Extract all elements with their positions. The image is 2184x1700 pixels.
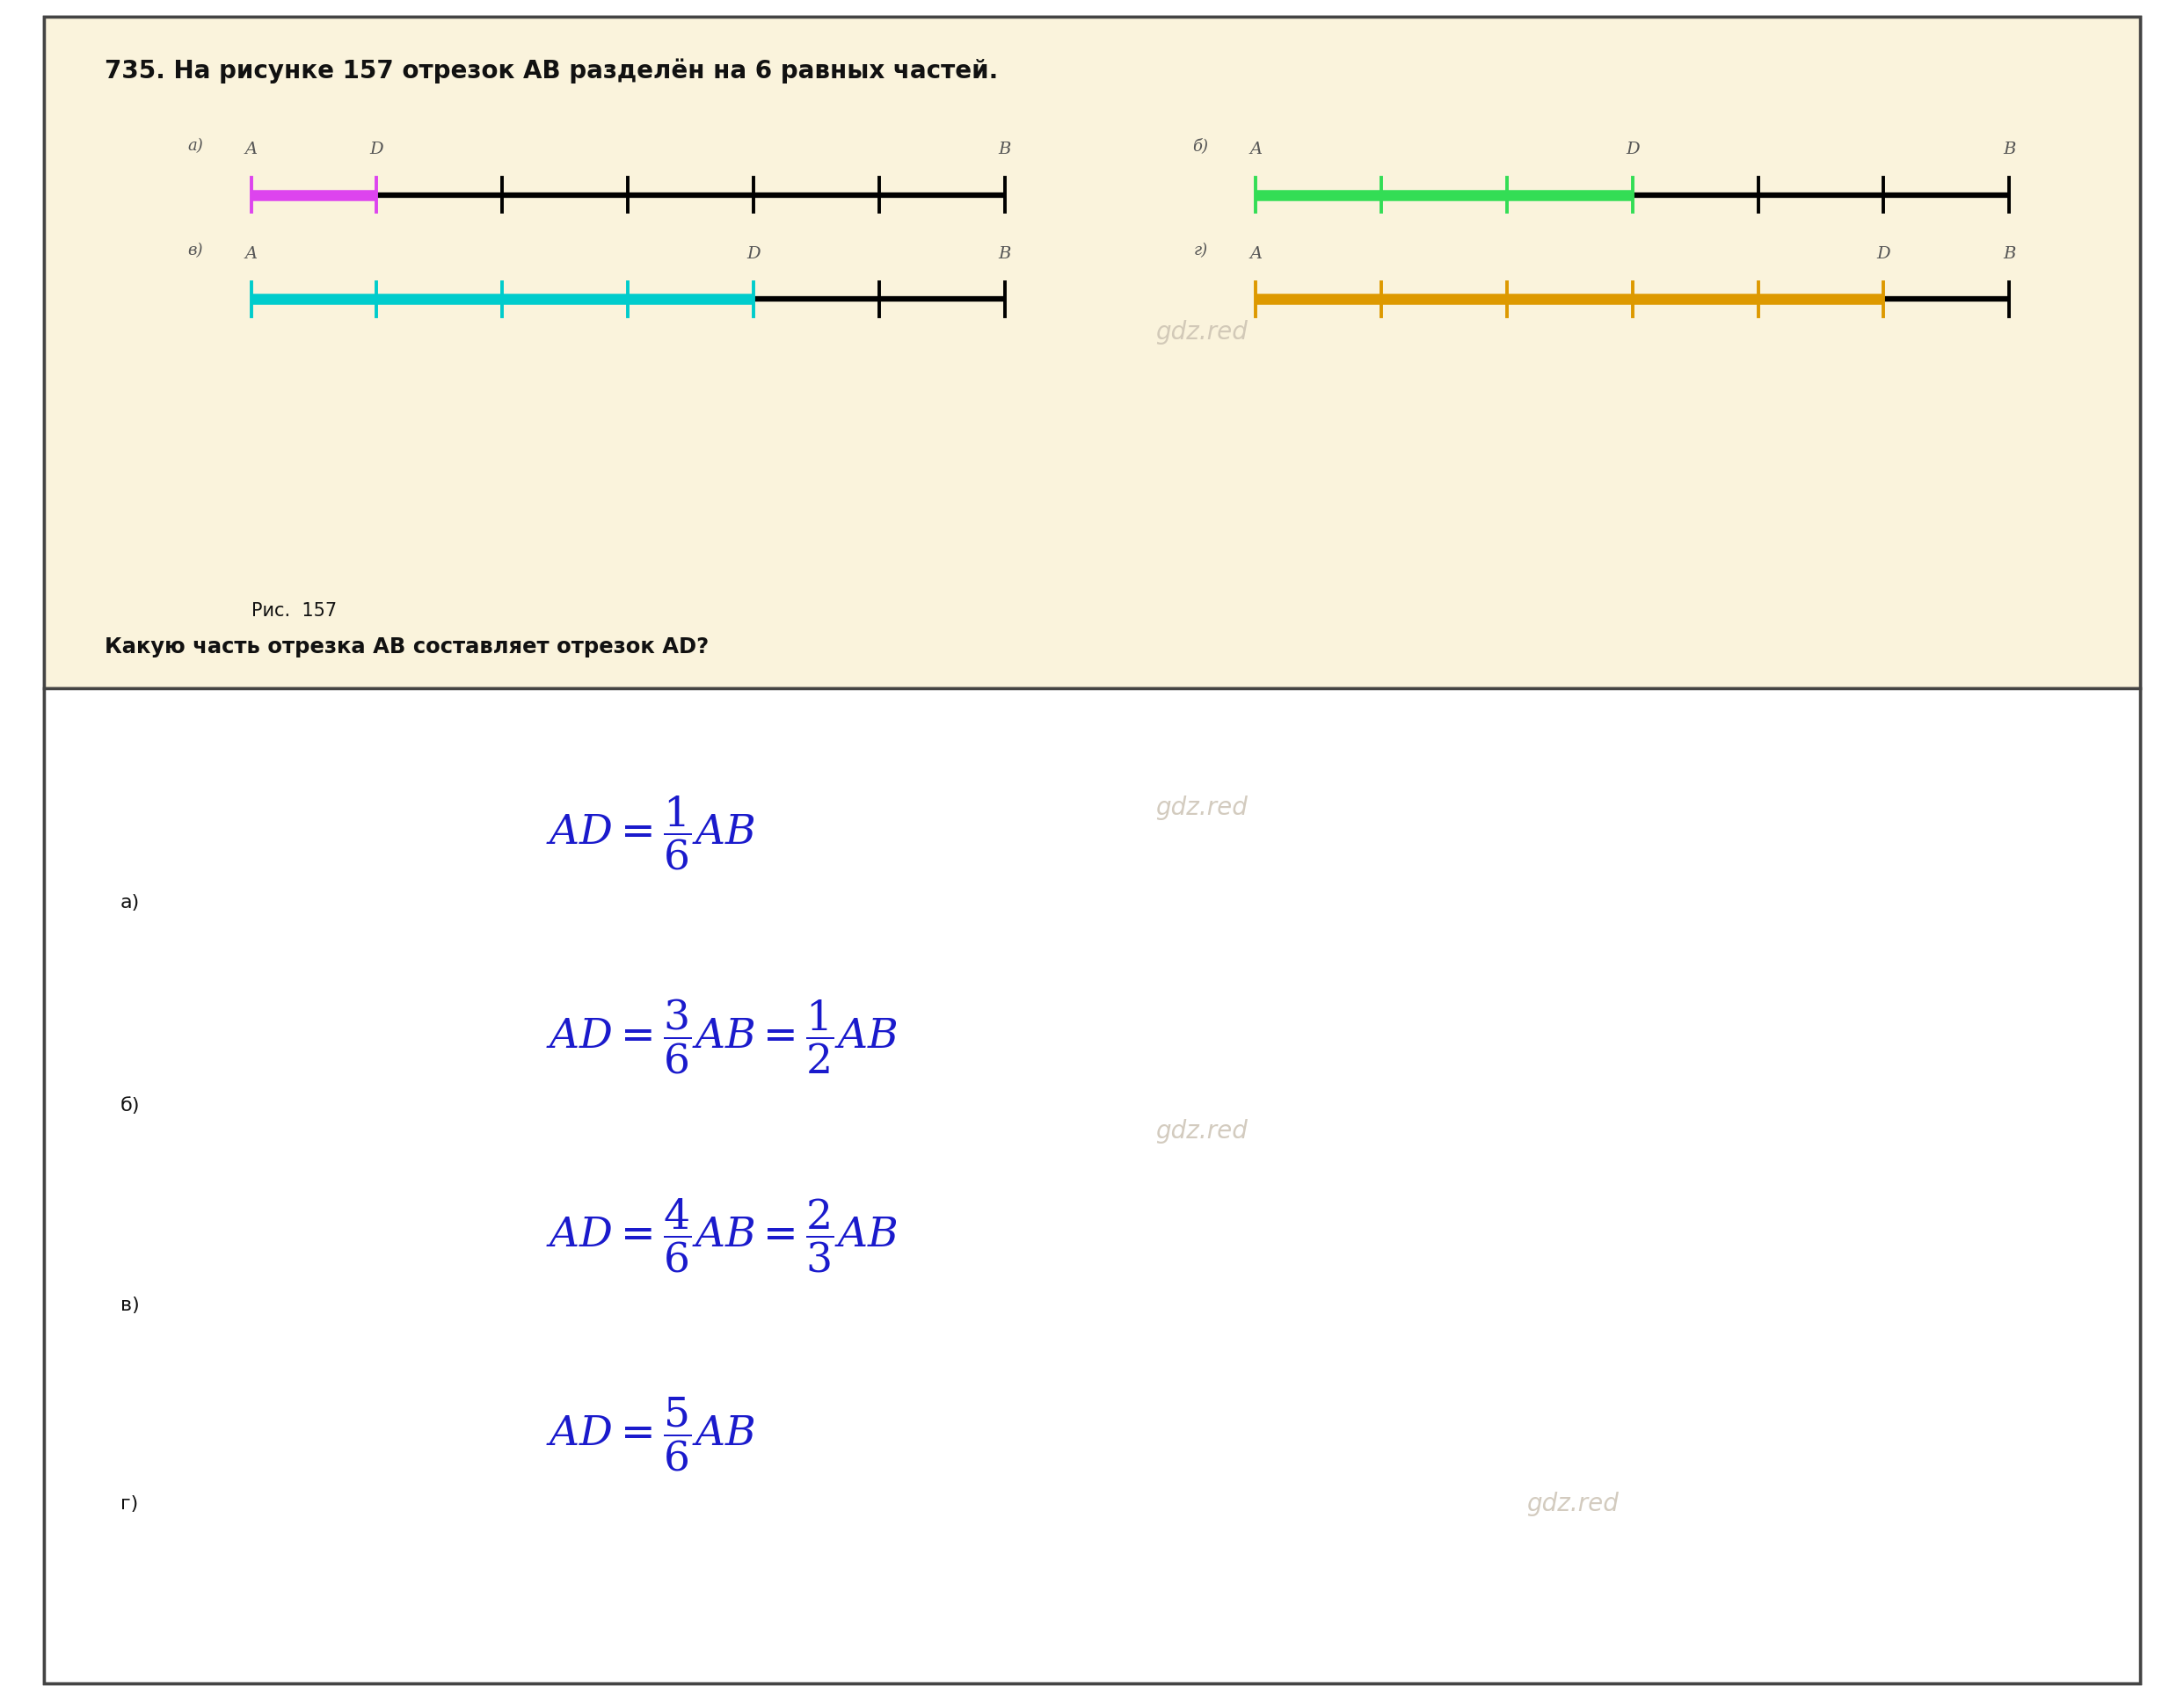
Text: $AD = \dfrac{5}{6}AB$: $AD = \dfrac{5}{6}AB$ — [546, 1396, 756, 1474]
Text: B: B — [2003, 246, 2016, 262]
Text: B: B — [998, 141, 1011, 158]
Text: Какую часть отрезка АВ составляет отрезок АD?: Какую часть отрезка АВ составляет отрезо… — [105, 636, 710, 658]
Text: gdz.red: gdz.red — [1155, 796, 1247, 819]
Text: в): в) — [188, 243, 203, 258]
Text: A: A — [245, 141, 258, 158]
Text: в): в) — [120, 1297, 140, 1314]
Text: г): г) — [120, 1496, 138, 1513]
Text: D: D — [1625, 141, 1640, 158]
Text: D: D — [369, 141, 384, 158]
Text: A: A — [1249, 246, 1262, 262]
Text: $AD = \dfrac{1}{6}AB$: $AD = \dfrac{1}{6}AB$ — [546, 794, 756, 872]
Bar — [44, 17, 2140, 688]
Text: gdz.red: gdz.red — [1155, 1119, 1247, 1144]
Text: gdz.red: gdz.red — [1155, 320, 1247, 345]
Text: B: B — [2003, 141, 2016, 158]
Text: 735. На рисунке 157 отрезок АВ разделён на 6 равных частей.: 735. На рисунке 157 отрезок АВ разделён … — [105, 58, 998, 83]
Text: D: D — [747, 246, 760, 262]
Text: а): а) — [188, 138, 203, 155]
Text: B: B — [998, 246, 1011, 262]
Text: A: A — [245, 246, 258, 262]
Text: Рис.  157: Рис. 157 — [251, 602, 336, 620]
Text: A: A — [1249, 141, 1262, 158]
Text: $AD = \dfrac{3}{6}AB = \dfrac{1}{2}AB$: $AD = \dfrac{3}{6}AB = \dfrac{1}{2}AB$ — [546, 998, 898, 1076]
Text: gdz.red: gdz.red — [1527, 1491, 1618, 1516]
Text: D: D — [1876, 246, 1891, 262]
Text: б): б) — [120, 1098, 140, 1115]
Text: $AD = \dfrac{4}{6}AB = \dfrac{2}{3}AB$: $AD = \dfrac{4}{6}AB = \dfrac{2}{3}AB$ — [546, 1197, 898, 1275]
Text: б): б) — [1192, 138, 1208, 155]
Text: а): а) — [120, 894, 140, 911]
Bar — [44, 688, 2140, 1683]
Text: г): г) — [1195, 243, 1208, 258]
